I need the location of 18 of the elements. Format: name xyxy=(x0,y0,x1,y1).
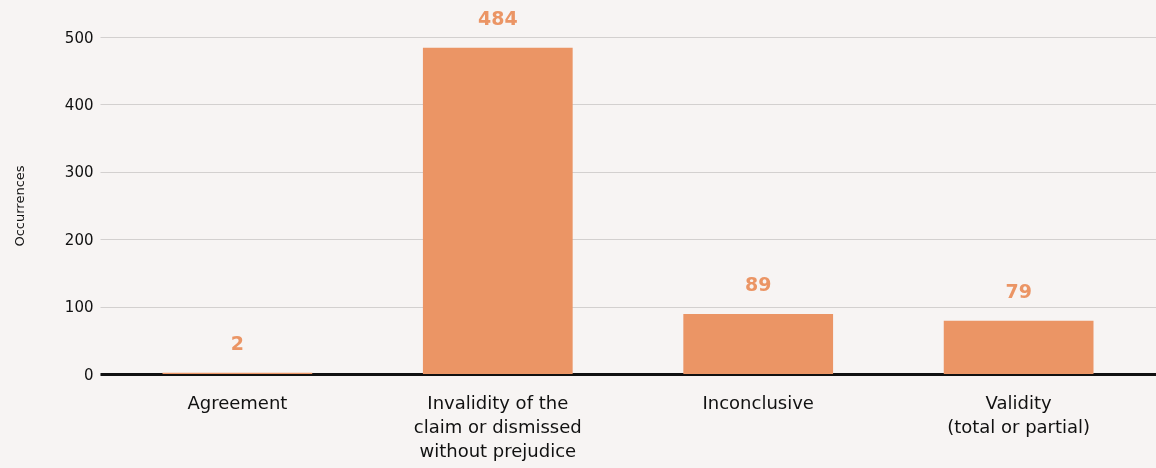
y-tick-label: 200 xyxy=(64,230,94,249)
x-tick-label: Validity (total or partial) xyxy=(947,391,1091,437)
y-tick-label: 0 xyxy=(83,365,94,384)
bar xyxy=(422,47,573,374)
y-tick-label: 100 xyxy=(64,298,94,317)
x-tick-label: Inconclusive xyxy=(702,391,814,413)
data-label: 89 xyxy=(744,273,772,296)
x-tick-label: Invalidity of the claim or dismissed without prejudice xyxy=(413,391,582,461)
x-tick-label: Agreement xyxy=(187,391,288,413)
data-label: 79 xyxy=(1005,279,1032,302)
data-label: 484 xyxy=(477,6,518,29)
y-tick-label: 300 xyxy=(64,163,94,182)
y-axis-title: Occurrences xyxy=(11,165,27,247)
bar xyxy=(943,320,1094,374)
bar xyxy=(683,314,834,374)
y-tick-label: 500 xyxy=(64,28,94,47)
y-tick-label: 400 xyxy=(64,95,94,114)
data-label: 2 xyxy=(230,331,244,354)
